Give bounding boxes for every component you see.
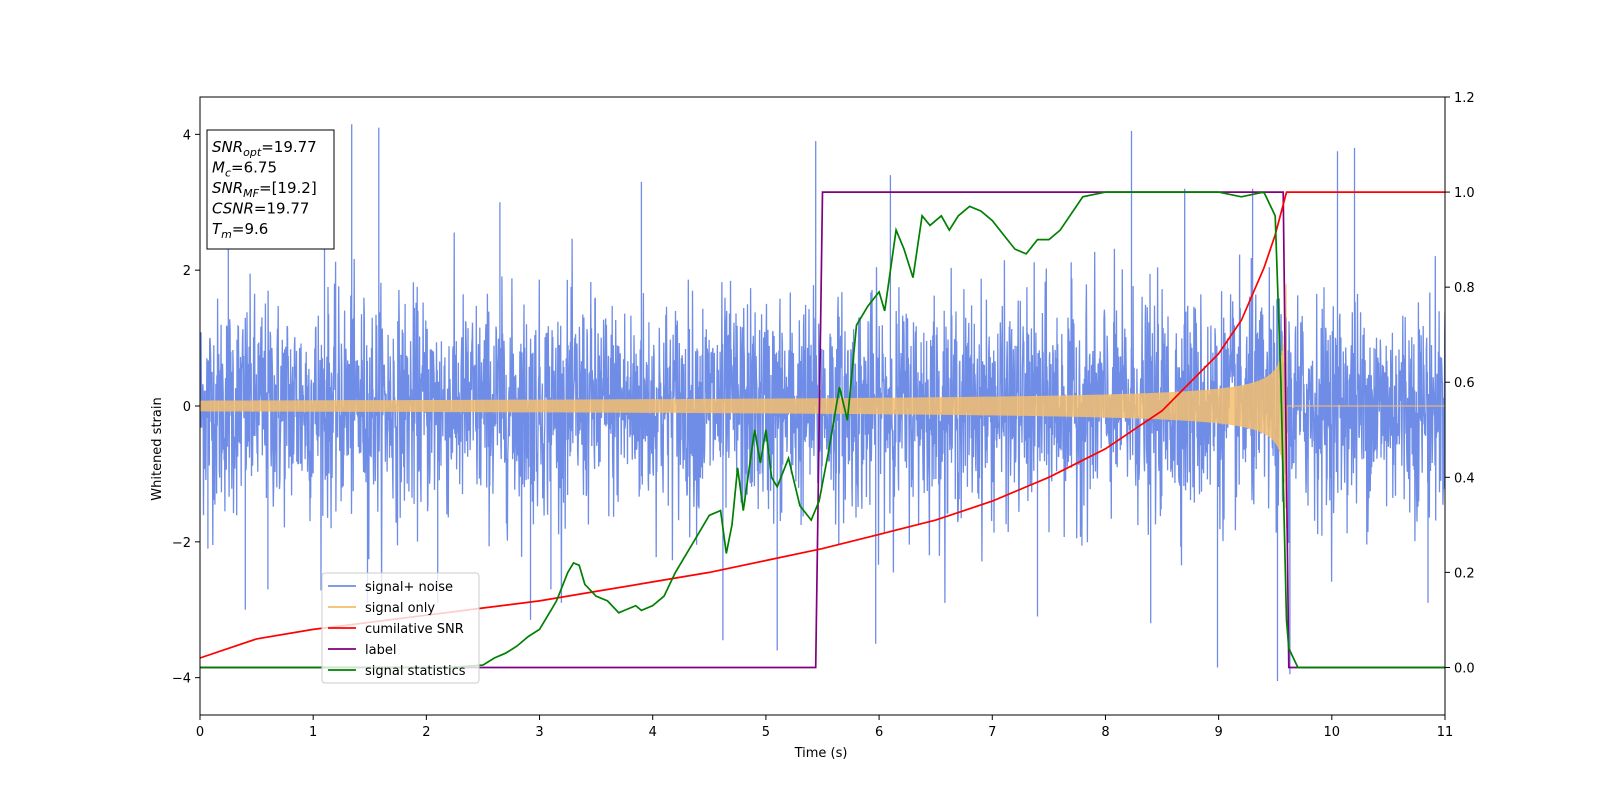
legend-entry: signal+ noise <box>365 580 453 595</box>
legend-entry: signal statistics <box>365 664 466 679</box>
x-tick-label: 4 <box>649 725 657 740</box>
x-tick-label: 2 <box>422 725 430 740</box>
x-axis-label: Time (s) <box>794 746 848 761</box>
info-line: SNRopt=19.77 <box>212 138 317 159</box>
x-tick-label: 7 <box>988 725 996 740</box>
x-tick-label: 6 <box>875 725 883 740</box>
x-tick-label: 10 <box>1324 725 1341 740</box>
series-signal-statistics <box>200 191 1445 669</box>
x-tick-label: 11 <box>1437 725 1454 740</box>
info-box-frame <box>206 129 335 250</box>
y-right-tick-label: 0.4 <box>1454 471 1475 486</box>
series-signal-only <box>200 283 1445 529</box>
y-right-tick-label: 1.0 <box>1454 186 1475 201</box>
info-line: CSNR=19.77 <box>212 200 309 218</box>
x-tick-label: 9 <box>1214 725 1222 740</box>
y-axis-label: Whitened strain <box>150 397 165 500</box>
y-left-tick-label: 0 <box>183 400 191 415</box>
y-left-tick-label: −4 <box>172 672 191 687</box>
y-left-tick-label: 2 <box>183 264 191 279</box>
x-tick-label: 0 <box>196 725 204 740</box>
legend-entry: label <box>365 643 396 658</box>
legend-entry: signal only <box>365 601 435 616</box>
x-tick-label: 1 <box>309 725 317 740</box>
x-tick-label: 3 <box>535 725 543 740</box>
axes: 0 1 2 3 4 5 6 7 8 9 10 11 −4 −2 0 2 4 0.0 0.2 0.4 0.6 0.8 1.0 1… <box>172 91 1475 740</box>
info-line: SNRMF=[19.2] <box>212 179 317 200</box>
y-right-tick-label: 0.0 <box>1454 661 1475 676</box>
y-left-tick-label: −2 <box>172 536 191 551</box>
y-right-tick-label: 0.2 <box>1454 566 1475 581</box>
series-signal-noise <box>200 124 1445 681</box>
info-line: Tm=9.6 <box>212 220 268 241</box>
legend-entry: cumilative SNR <box>365 622 464 637</box>
y-right-tick-label: 1.2 <box>1454 91 1475 106</box>
info-line: Mc=6.75 <box>212 159 277 180</box>
x-tick-label: 8 <box>1101 725 1109 740</box>
legend-frame <box>321 572 480 684</box>
legend: signal+ noise signal only cumilative SNR la… <box>321 572 480 684</box>
x-tick-label: 5 <box>762 725 770 740</box>
y-right-tick-label: 0.6 <box>1454 376 1475 391</box>
y-right-tick-label: 0.8 <box>1454 281 1475 296</box>
y-left-tick-label: 4 <box>183 128 191 143</box>
info-box: SNRopt=19.77Mc=6.75SNRMF=[19.2]CSNR=19.7… <box>206 129 335 250</box>
